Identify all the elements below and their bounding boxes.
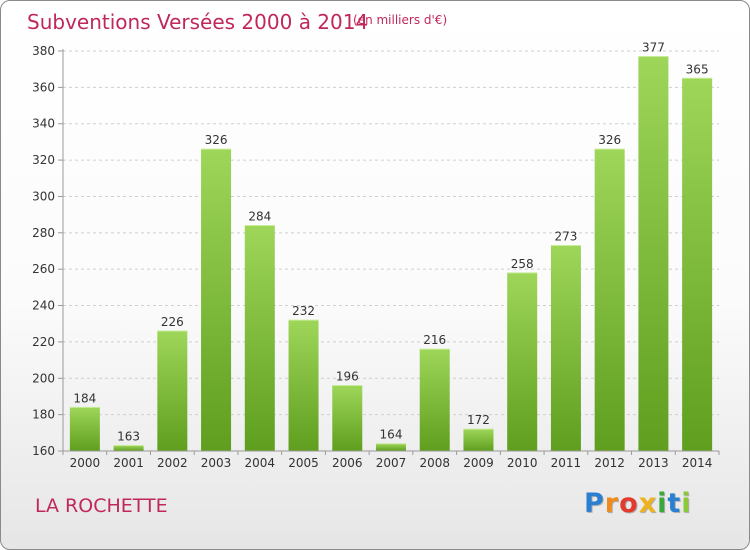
x-tick-label-2008: 2008 [419, 456, 450, 470]
y-tick-label: 260 [32, 262, 55, 276]
bars [69, 55, 713, 452]
bar-2007 [376, 443, 406, 451]
x-tick-label-2014: 2014 [682, 456, 713, 470]
value-label-2010: 258 [511, 257, 534, 271]
bar-2004 [244, 225, 275, 451]
brand-letter: o [619, 488, 639, 519]
y-tick-label: 280 [32, 226, 55, 240]
value-label-2002: 226 [161, 315, 184, 329]
value-label-2000: 184 [73, 391, 96, 405]
y-tick-label: 200 [32, 371, 55, 385]
bar-2006 [332, 385, 363, 451]
value-label-2005: 232 [292, 304, 315, 318]
bar-2005 [288, 320, 319, 451]
x-tick-label-2009: 2009 [463, 456, 494, 470]
bar-2000 [69, 407, 100, 451]
x-tick-label-2010: 2010 [507, 456, 538, 470]
y-tick-label: 180 [32, 408, 55, 422]
value-label-2001: 163 [117, 430, 140, 444]
bar-2013 [638, 56, 669, 452]
brand-letter: P [584, 488, 605, 519]
brand-letter: i [657, 488, 668, 519]
labels: 160 180 200 220 240 260 280 300 320 340 360 380 184 2… [32, 40, 712, 470]
chart-title: Subventions Versées 2000 à 2014 [27, 10, 369, 34]
x-tick-label-2006: 2006 [332, 456, 363, 470]
y-tick-label: 220 [32, 335, 55, 349]
value-label-2014: 365 [686, 62, 709, 76]
bar-2003 [201, 149, 232, 451]
x-tick-label-2001: 2001 [113, 456, 144, 470]
bar-2010 [507, 272, 538, 451]
brand-letter: r [604, 488, 620, 519]
y-tick-label: 360 [32, 80, 55, 94]
value-label-2011: 273 [554, 230, 577, 244]
location-label: LA ROCHETTE [35, 495, 168, 517]
x-tick-label-2011: 2011 [551, 456, 582, 470]
bar-2008 [419, 349, 450, 451]
x-tick-label-2004: 2004 [245, 456, 276, 470]
value-label-2004: 284 [248, 210, 271, 224]
value-label-2007: 164 [380, 428, 403, 442]
x-tick-label-2000: 2000 [70, 456, 101, 470]
brand-letter: i [681, 488, 692, 519]
x-tick-label-2012: 2012 [594, 456, 625, 470]
x-tick-label-2005: 2005 [288, 456, 319, 470]
bar-2002 [157, 331, 188, 451]
x-tick-label-2002: 2002 [157, 456, 188, 470]
chart-unit-note: (en milliers d'€) [353, 13, 448, 27]
y-tick-label: 240 [32, 299, 55, 313]
value-label-2012: 326 [598, 133, 621, 147]
bar-2011 [550, 245, 581, 451]
brand-letter: t [667, 488, 682, 519]
value-label-2006: 196 [336, 370, 359, 384]
y-tick-label: 340 [32, 117, 55, 131]
axes [58, 49, 720, 455]
y-tick-label: 300 [32, 189, 55, 203]
bar-2012 [594, 149, 625, 451]
x-tick-label-2007: 2007 [376, 456, 407, 470]
bar-2009 [463, 429, 494, 451]
y-tick-label: 160 [32, 444, 55, 458]
bar-2001 [113, 445, 144, 451]
value-label-2009: 172 [467, 413, 490, 427]
bar-2014 [682, 78, 713, 451]
x-tick-label-2003: 2003 [201, 456, 232, 470]
value-label-2013: 377 [642, 40, 665, 54]
y-tick-label: 320 [32, 153, 55, 167]
y-tick-label: 380 [32, 44, 55, 58]
x-tick-label-2013: 2013 [638, 456, 669, 470]
value-label-2008: 216 [423, 333, 446, 347]
brand-letter: x [638, 488, 658, 519]
value-label-2003: 326 [205, 133, 228, 147]
proxiti-logo: Proxiti [584, 488, 692, 519]
